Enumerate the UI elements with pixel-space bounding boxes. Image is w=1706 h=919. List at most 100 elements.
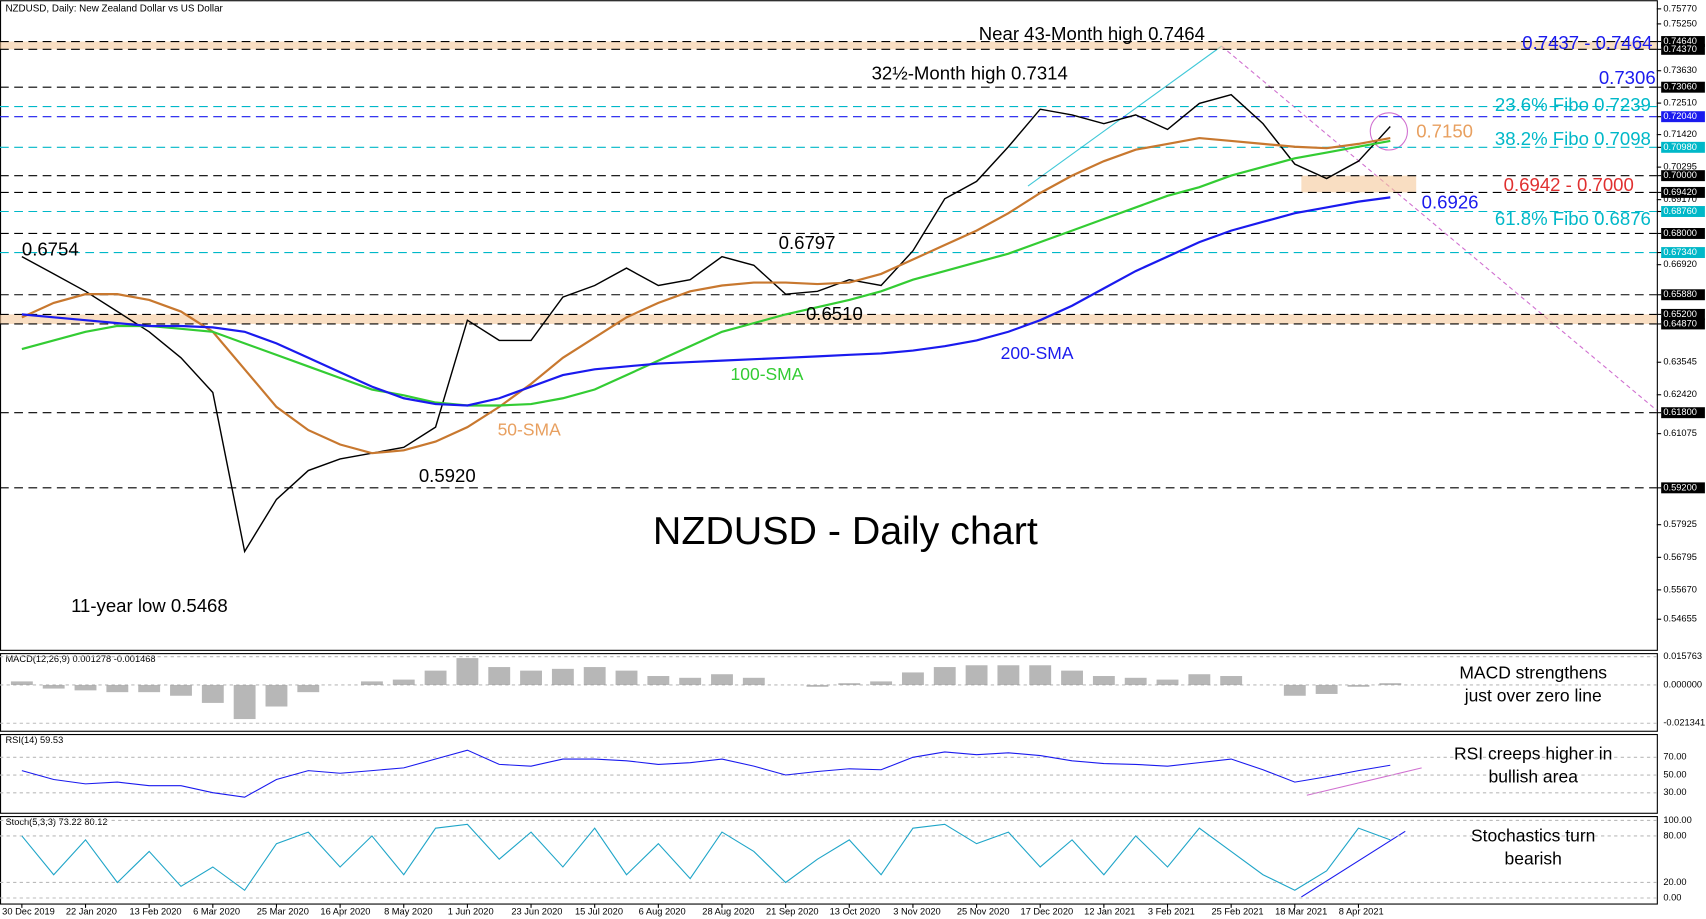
- y-tick-box: [1661, 318, 1705, 330]
- y-tick-label: 0.54655: [1663, 614, 1697, 624]
- annotation: 100-SMA: [731, 364, 804, 384]
- x-tick-label: 1 Jun 2020: [448, 907, 494, 917]
- y-tick-label: 0.000000: [1663, 679, 1702, 689]
- y-tick-label: -0.021341: [1663, 718, 1705, 728]
- y-tick-label: 0.68000: [1663, 228, 1697, 238]
- y-tick-label: 0.55670: [1663, 584, 1697, 594]
- annotation: 50-SMA: [498, 420, 561, 440]
- y-tick-box: [1661, 36, 1705, 47]
- macd-bar: [106, 684, 129, 693]
- macd-bar: [74, 684, 97, 691]
- x-tick-label: 23 Jun 2020: [511, 907, 562, 917]
- x-tick-label: 21 Sep 2020: [766, 907, 819, 917]
- y-tick-label: 0.67340: [1663, 247, 1697, 257]
- macd-bar: [933, 667, 956, 685]
- fibo-line: [1027, 45, 1222, 187]
- x-tick-label: 25 Nov 2020: [957, 907, 1010, 917]
- annotation: 200-SMA: [1001, 343, 1074, 363]
- y-tick-box: [1661, 407, 1705, 419]
- macd-bar: [392, 679, 415, 685]
- macd-bar: [583, 667, 606, 685]
- x-tick-label: 25 Mar 2020: [257, 907, 309, 917]
- macd-bar: [1220, 676, 1243, 685]
- y-tick-label: 0.63545: [1663, 357, 1697, 367]
- y-tick-label: 0.59200: [1663, 482, 1697, 492]
- panel-label: RSI(14) 59.53: [5, 735, 63, 745]
- panel-note: Stochastics turn: [1471, 825, 1595, 845]
- x-tick-label: 12 Jan 2021: [1084, 907, 1135, 917]
- y-tick-label: 0.62420: [1663, 389, 1697, 399]
- stoch-panel-frame: [0, 816, 1658, 905]
- level-band: [0, 41, 1657, 50]
- rsi-trendline: [1306, 767, 1422, 796]
- y-tick-box: [1661, 482, 1705, 494]
- macd-bar: [201, 684, 224, 703]
- macd-bar: [1347, 684, 1370, 687]
- macd-panel-frame: [0, 653, 1658, 732]
- chart-title: NZDUSD - Daily chart: [653, 509, 1038, 553]
- annotation: 11-year low 0.5468: [71, 595, 228, 616]
- x-tick-label: 13 Feb 2020: [129, 907, 181, 917]
- macd-bar: [647, 676, 670, 685]
- y-tick-label: 0.70295: [1663, 162, 1697, 172]
- annotation: 61.8% Fibo 0.6876: [1495, 208, 1651, 229]
- annotation: 0.6926: [1422, 192, 1479, 213]
- main-panel-frame: [0, 0, 1658, 651]
- x-tick-label: 17 Dec 2020: [1021, 907, 1074, 917]
- macd-bar: [1156, 679, 1179, 685]
- panel-note: RSI creeps higher in: [1454, 743, 1612, 763]
- macd-bar: [551, 668, 574, 685]
- macd-bar: [965, 665, 988, 685]
- stoch-trendline: [1301, 830, 1406, 898]
- y-tick-label: 0.65200: [1663, 309, 1697, 319]
- y-tick-label: 100.00: [1663, 815, 1691, 825]
- y-tick-label: 0.68760: [1663, 206, 1697, 216]
- macd-bar: [233, 684, 256, 720]
- y-tick-label: 0.65880: [1663, 289, 1697, 299]
- macd-bar: [615, 670, 638, 685]
- macd-bar: [170, 684, 192, 696]
- y-tick-label: 20.00: [1663, 877, 1686, 887]
- sma-line: [21, 196, 1391, 407]
- macd-bar: [360, 681, 383, 685]
- y-tick-box: [1661, 170, 1705, 182]
- macd-bar: [488, 667, 511, 685]
- y-tick-label: 0.72510: [1663, 98, 1697, 108]
- y-tick-label: 0.75250: [1663, 18, 1697, 28]
- x-tick-label: 18 Mar 2021: [1275, 907, 1327, 917]
- y-tick-box: [1661, 206, 1705, 217]
- y-tick-box: [1661, 308, 1705, 320]
- macd-bar: [711, 674, 733, 685]
- annotation: 0.5920: [419, 465, 476, 486]
- chart-header: NZDUSD, Daily: New Zealand Dollar vs US …: [5, 4, 223, 15]
- macd-bar: [138, 684, 161, 693]
- y-tick-label: 0.72040: [1663, 111, 1697, 121]
- y-tick-box: [1661, 186, 1705, 198]
- y-tick-label: 0.56795: [1663, 552, 1697, 562]
- panel-label: MACD(12,26,9) 0.001278 -0.001468: [5, 654, 155, 664]
- y-tick-label: 0.73630: [1663, 65, 1697, 75]
- macd-bar: [297, 684, 320, 693]
- x-tick-label: 30 Dec 2019: [2, 907, 55, 917]
- price-line: [21, 93, 1391, 554]
- x-tick-label: 8 Apr 2021: [1339, 907, 1384, 917]
- y-tick-label: 0.69420: [1663, 187, 1697, 197]
- annotation: 0.6942 - 0.7000: [1504, 174, 1634, 195]
- macd-bar: [806, 684, 829, 687]
- macd-bar: [1029, 665, 1052, 685]
- level-band: [1301, 175, 1417, 193]
- panel-note: just over zero line: [1464, 685, 1602, 705]
- x-tick-label: 6 Mar 2020: [193, 907, 240, 917]
- panel-note: bullish area: [1489, 766, 1579, 786]
- y-tick-box: [1661, 43, 1705, 55]
- x-tick-label: 3 Feb 2021: [1148, 907, 1195, 917]
- rsi-line: [21, 749, 1391, 798]
- x-tick-label: 13 Oct 2020: [830, 907, 881, 917]
- macd-bar: [42, 684, 65, 689]
- y-tick-label: 0.61075: [1663, 428, 1697, 438]
- y-tick-label: 80.00: [1663, 830, 1686, 840]
- x-tick-label: 3 Nov 2020: [893, 907, 940, 917]
- annotation: 32½-Month high 0.7314: [872, 62, 1068, 83]
- y-tick-label: 0.75770: [1663, 3, 1697, 13]
- y-tick-label: 0.015763: [1663, 651, 1702, 661]
